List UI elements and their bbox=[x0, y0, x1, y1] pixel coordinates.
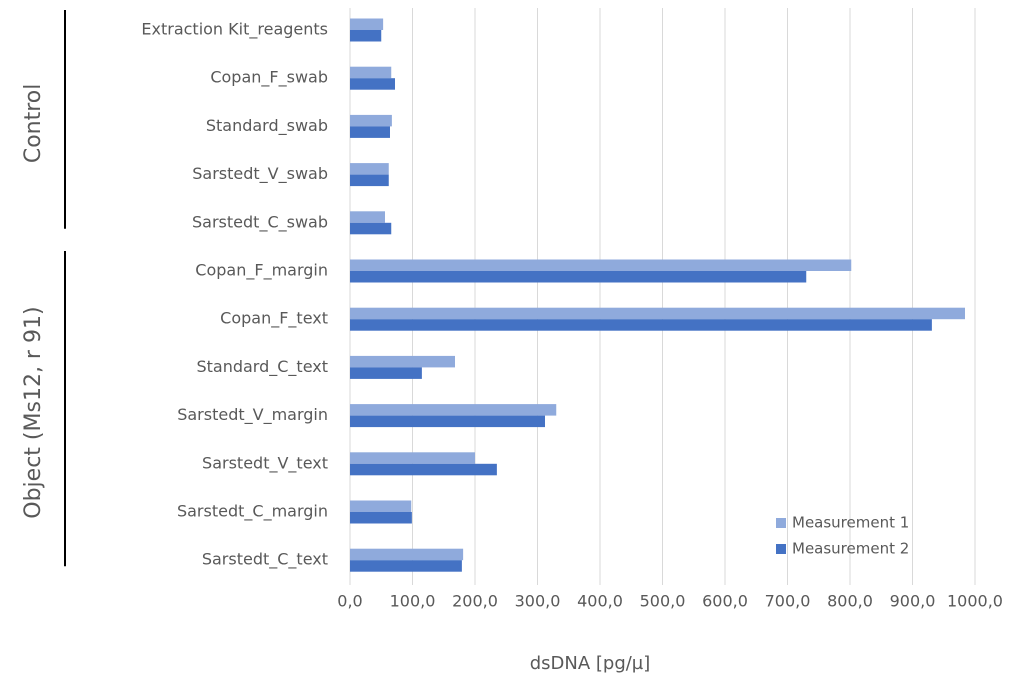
legend-swatch bbox=[776, 544, 786, 554]
x-tick-label: 800,0 bbox=[827, 592, 873, 611]
bar bbox=[350, 30, 382, 42]
group-label: Object (Ms12, r 91) bbox=[21, 306, 46, 518]
group-label: Control bbox=[21, 84, 46, 164]
bar bbox=[350, 18, 384, 30]
y-tick-label: Copan_F_text bbox=[220, 309, 328, 329]
bar bbox=[350, 78, 395, 90]
y-tick-label: Sarstedt_V_swab bbox=[192, 164, 328, 184]
x-tick-label: 0,0 bbox=[337, 592, 362, 611]
bar bbox=[350, 319, 932, 331]
bar bbox=[350, 512, 412, 524]
bar bbox=[350, 174, 389, 187]
y-tick-label: Sarstedt_V_margin bbox=[177, 405, 328, 425]
y-tick-label: Standard_swab bbox=[206, 116, 328, 136]
bar bbox=[350, 271, 807, 283]
bar bbox=[350, 548, 464, 561]
y-tick-label: Standard_C_text bbox=[196, 357, 328, 377]
bar bbox=[350, 500, 412, 512]
bar bbox=[350, 259, 852, 271]
bar bbox=[350, 404, 557, 416]
y-tick-label: Sarstedt_C_swab bbox=[192, 212, 328, 232]
bar bbox=[350, 355, 455, 368]
y-tick-label: Sarstedt_C_text bbox=[202, 550, 328, 570]
legend-label: Measurement 2 bbox=[792, 540, 909, 558]
legend-label: Measurement 1 bbox=[792, 514, 909, 532]
bar bbox=[350, 415, 545, 428]
y-tick-label: Copan_F_swab bbox=[210, 68, 328, 88]
bar bbox=[350, 163, 389, 175]
x-axis-label: dsDNA [pg/µ] bbox=[530, 653, 651, 674]
bar bbox=[350, 66, 392, 79]
bar bbox=[350, 114, 392, 127]
y-tick-label: Sarstedt_V_text bbox=[202, 453, 328, 473]
x-tick-label: 600,0 bbox=[702, 592, 748, 611]
y-tick-label: Copan_F_margin bbox=[195, 261, 328, 281]
x-tick-label: 1000,0 bbox=[947, 592, 1003, 611]
x-tick-label: 700,0 bbox=[765, 592, 811, 611]
x-tick-label: 300,0 bbox=[515, 592, 561, 611]
y-tick-label: Sarstedt_C_margin bbox=[177, 502, 328, 522]
bar bbox=[350, 222, 392, 235]
x-tick-label: 200,0 bbox=[452, 592, 498, 611]
bar bbox=[350, 307, 965, 320]
bar bbox=[350, 463, 497, 476]
bar bbox=[350, 452, 475, 464]
bar bbox=[350, 367, 422, 379]
bar bbox=[350, 560, 462, 572]
y-tick-label: Extraction Kit_reagents bbox=[141, 20, 328, 40]
bar bbox=[350, 211, 385, 223]
x-tick-label: 100,0 bbox=[390, 592, 436, 611]
x-tick-label: 500,0 bbox=[640, 592, 686, 611]
legend-swatch bbox=[776, 518, 786, 528]
bar bbox=[350, 126, 390, 138]
x-tick-label: 400,0 bbox=[577, 592, 623, 611]
x-tick-label: 900,0 bbox=[890, 592, 936, 611]
